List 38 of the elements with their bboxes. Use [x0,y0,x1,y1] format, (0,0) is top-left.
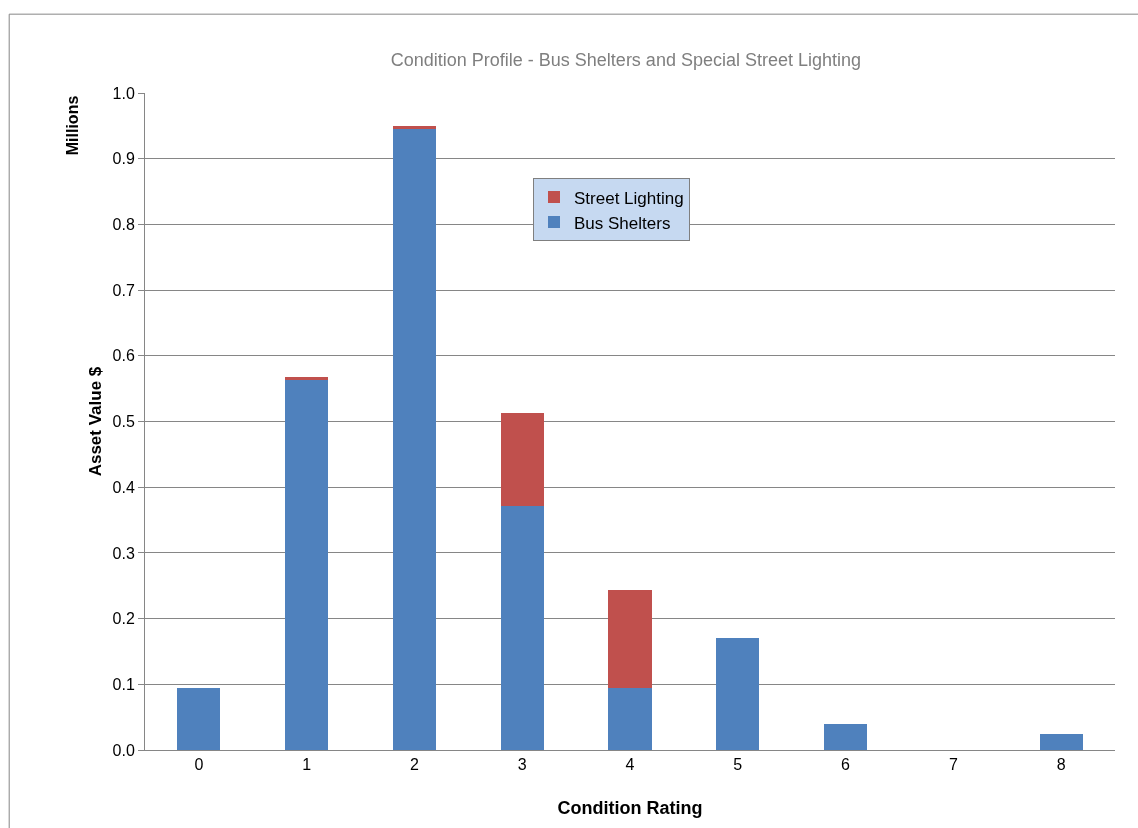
y-tick-label: 0.3 [112,544,135,562]
legend-label: Bus Shelters [574,213,671,233]
text: Millions [64,95,82,156]
bar [500,412,544,507]
y-tick-label: 0.0 [112,741,135,759]
x-tick-label: 2 [409,756,419,774]
x-tick-label: 4 [625,756,635,774]
x-axis-title: Condition Rating [557,798,703,818]
y-tick-label: 0.2 [112,610,135,628]
legend-label: Street Lighting [574,188,684,208]
bar [716,638,760,750]
bar [285,380,329,750]
x-tick-label: 7 [948,756,958,774]
x-tick-label: 0 [194,756,204,774]
bar [608,688,652,750]
bar [392,129,436,750]
y-tick-label: 0.9 [112,150,135,168]
x-tick-label: 1 [302,756,312,774]
y-axis-title: Asset Value $ [86,366,105,477]
x-tick-label: 5 [733,756,743,774]
chart-title: Condition Profile - Bus Shelters and Special Street Lighting [390,50,862,71]
x-tick-label: 8 [1056,756,1066,774]
bar [1039,734,1083,750]
y-tick-label: 0.6 [112,347,135,365]
y-tick-label: 0.5 [112,413,135,431]
bar [824,723,868,750]
y-tick-label: 1.0 [112,84,135,102]
y-tick-label: 0.1 [112,675,135,693]
y-tick-label: 0.7 [112,281,135,299]
bar [392,125,436,130]
x-tick-label: 3 [517,756,527,774]
y-tick-label: 0.8 [112,216,135,233]
y-tick-label: 0.4 [112,478,135,496]
bar [177,688,221,750]
bar [285,376,329,381]
x-tick-label: 6 [841,756,851,774]
bar [500,506,544,750]
bar [608,589,652,689]
